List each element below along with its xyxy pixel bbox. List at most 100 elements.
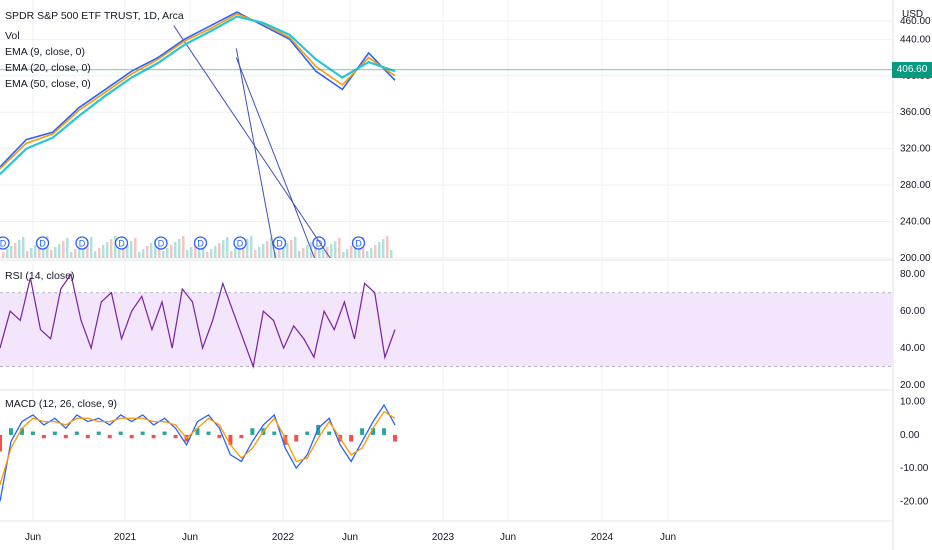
volume-bar (78, 246, 81, 258)
macd-histogram-bar (129, 434, 134, 439)
symbol-title[interactable]: SPDR S&P 500 ETF TRUST, 1D, Arca (5, 10, 184, 22)
volume-bar (146, 246, 149, 258)
macd-histogram-bar (294, 434, 299, 442)
trendline (235, 48, 276, 259)
volume-bar (218, 243, 221, 258)
rsi-pane[interactable] (0, 272, 893, 369)
volume-bar (270, 238, 273, 258)
volume-bar (326, 247, 329, 258)
rsi-tick-label: 60.00 (900, 306, 925, 317)
macd-histogram-bar (162, 431, 167, 435)
volume-bar (74, 249, 77, 258)
macd-histogram-bar (63, 434, 68, 439)
macd-histogram-bar (371, 428, 376, 435)
volume-bar (302, 248, 305, 258)
last-price-badge: 406.60 (892, 61, 932, 78)
volume-bar (254, 250, 257, 258)
ema20-legend[interactable]: EMA (20, close, 0) (5, 62, 91, 74)
volume-bar (278, 249, 281, 258)
volume-bar (226, 237, 229, 258)
x-tick-label: Jun (660, 532, 676, 543)
volume-bar (282, 246, 285, 258)
rsi-tick-label: 80.00 (900, 269, 925, 280)
dividend-label: D (39, 239, 46, 249)
volume-bar (294, 237, 297, 258)
dividend-label: D (158, 239, 165, 249)
y-tick-label: 440.00 (900, 34, 931, 45)
volume-bar (110, 239, 113, 258)
dividend-icon (35, 236, 50, 250)
volume-bar (246, 239, 249, 258)
y-tick-label: 280.00 (900, 180, 931, 191)
volume-bar (50, 250, 53, 258)
volume-bar (106, 242, 109, 258)
macd-pane[interactable] (0, 403, 397, 502)
macd-histogram-bar (349, 434, 354, 442)
volume-bar (118, 250, 121, 258)
volume-bar (242, 242, 245, 258)
ema50-line (0, 15, 396, 175)
dividend-label: D (197, 239, 204, 249)
volume-bar (30, 248, 33, 258)
volume-bar (342, 252, 345, 258)
currency-label[interactable]: USD (902, 9, 924, 20)
macd-tick-label: -10.00 (900, 463, 929, 474)
volume-bar (378, 242, 381, 258)
volume-bar (186, 250, 189, 258)
volume-bar (374, 245, 377, 258)
volume-bar (162, 251, 165, 258)
volume-bar (102, 245, 105, 258)
volume-bar (370, 248, 373, 258)
ema20-line (0, 12, 396, 170)
volume-bar (350, 246, 353, 258)
ema50-legend[interactable]: EMA (50, close, 0) (5, 78, 91, 90)
volume-bar (122, 247, 125, 258)
volume-bar (22, 237, 25, 258)
trendline (235, 57, 315, 259)
dividend-icon (75, 236, 89, 250)
macd-histogram-bar (360, 428, 365, 435)
y-tick-label: 360.00 (900, 107, 931, 118)
macd-histogram-bar (0, 434, 2, 452)
macd-histogram-bar (305, 431, 310, 435)
volume-bar (354, 243, 357, 258)
macd-histogram-bar (151, 434, 156, 439)
dividend-icon (272, 236, 287, 250)
macd-line (0, 403, 396, 502)
volume-bar (290, 240, 293, 258)
dividend-label: D (79, 239, 86, 249)
volume-bar (62, 241, 65, 258)
trendline (173, 25, 331, 259)
y-tick-label: 200.00 (900, 253, 931, 264)
macd-histogram-bar (228, 434, 233, 445)
macd-histogram-bar (96, 431, 101, 435)
volume-bar (190, 247, 193, 258)
macd-histogram-bar (272, 431, 277, 435)
dividend-icon (0, 236, 10, 250)
volume-bar (386, 236, 389, 258)
macd-histogram-bar (140, 431, 145, 435)
rsi-band (0, 292, 893, 367)
volume-bar (366, 251, 369, 258)
volume-bar (54, 247, 57, 258)
volume-bar (86, 240, 89, 258)
macd-legend[interactable]: MACD (12, 26, close, 9) (5, 398, 118, 410)
volume-bar (26, 251, 29, 258)
vol-legend[interactable]: Vol (5, 30, 20, 42)
volume-bar (330, 244, 333, 258)
volume-bar (134, 238, 137, 258)
macd-histogram-bar (118, 431, 123, 435)
volume-bar (250, 236, 253, 258)
y-tick-label: 320.00 (900, 144, 931, 155)
volume-bar (2, 252, 5, 258)
rsi-tick-label: 40.00 (900, 343, 925, 354)
dividend-label: D (237, 239, 244, 249)
rsi-legend[interactable]: RSI (14, close) (5, 270, 75, 282)
grid (0, 0, 894, 550)
volume-bar (390, 250, 393, 258)
macd-histogram-bar (173, 434, 178, 439)
x-tick-label: 2023 (432, 532, 455, 543)
ema9-legend[interactable]: EMA (9, close, 0) (5, 46, 85, 58)
